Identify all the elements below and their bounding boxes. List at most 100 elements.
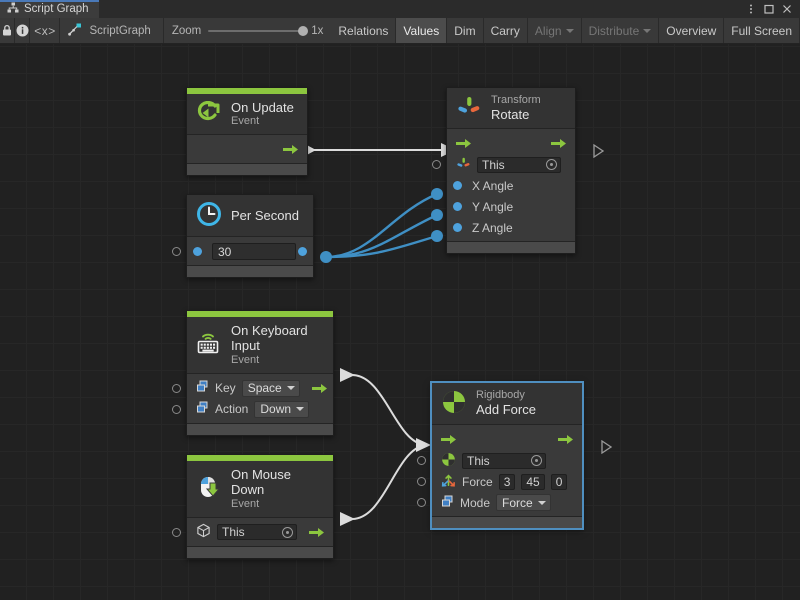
object-picker-icon[interactable] [546, 159, 557, 171]
target-row: This [417, 450, 582, 471]
mode-dropdown[interactable]: Force [496, 494, 551, 511]
force-z-field[interactable]: 0 [550, 473, 568, 490]
flow-output-port[interactable] [283, 144, 298, 155]
node-per-second[interactable]: Per Second 30 [172, 194, 314, 278]
mode-input-port[interactable] [417, 498, 426, 507]
align-button[interactable]: Align [528, 18, 582, 43]
fullscreen-button[interactable]: Full Screen [724, 18, 800, 43]
x-angle-input-port[interactable] [453, 181, 462, 191]
input-port[interactable] [172, 247, 181, 256]
node-title: Rotate [491, 106, 530, 122]
carry-button[interactable]: Carry [484, 18, 528, 43]
target-object-value: This [467, 453, 490, 468]
node-footer [187, 265, 313, 277]
node-header: On Mouse Down Event [187, 461, 333, 518]
x-angle-row: X Angle [447, 175, 575, 196]
target-input-port[interactable] [172, 527, 181, 537]
node-footer [432, 516, 582, 528]
transform-icon [456, 156, 471, 174]
scriptgraph-icon [68, 23, 82, 39]
node-title: On Mouse Down [231, 467, 291, 498]
node-body: This Force 3 45 [417, 425, 613, 516]
node-header: On Update Event [187, 94, 307, 136]
target-object-field[interactable]: This [462, 452, 546, 469]
graph-canvas[interactable]: On Update Event [0, 44, 800, 600]
node-on-update[interactable]: On Update Event [186, 87, 308, 177]
y-angle-input-port[interactable] [453, 202, 462, 212]
align-button-label: Align [534, 23, 562, 38]
action-dropdown[interactable]: Down [254, 400, 310, 418]
graph-toolbar: <x> ScriptGraph Zoom 1x Relations Values [0, 18, 800, 44]
edge-target-dot [431, 230, 443, 242]
zoom-slider-handle[interactable] [298, 25, 309, 36]
target-input-port[interactable] [417, 456, 426, 465]
edge-mousedown-to-addforce [340, 444, 426, 526]
tab-script-graph[interactable]: Script Graph [0, 0, 99, 18]
lock-icon[interactable] [0, 18, 16, 43]
dim-button[interactable]: Dim [447, 18, 484, 43]
node-header: Transform Rotate [447, 88, 575, 130]
force-y-field[interactable]: 45 [521, 473, 545, 490]
chevron-down-icon [565, 28, 574, 33]
key-input-port[interactable] [172, 383, 181, 393]
node-footer [187, 163, 307, 176]
mouse-down-icon [196, 475, 222, 502]
object-picker-icon[interactable] [282, 526, 293, 538]
action-label: Action [215, 402, 249, 417]
action-input-port[interactable] [172, 404, 181, 414]
flow-output-port[interactable] [309, 527, 324, 538]
flow-output-unconnected-icon [591, 433, 613, 455]
node-title: On Keyboard Input [231, 323, 308, 354]
zoom-slider[interactable] [208, 25, 309, 36]
flow-output-port[interactable] [558, 434, 573, 445]
close-icon[interactable] [778, 0, 796, 18]
target-object-field[interactable]: This [217, 524, 297, 541]
target-row: This [432, 154, 575, 175]
chevron-down-icon [286, 386, 295, 391]
graph-breadcrumb[interactable]: ScriptGraph [60, 18, 164, 43]
enum-icon [196, 401, 209, 417]
per-second-value-field[interactable]: 30 [212, 243, 296, 260]
gameobject-icon [196, 523, 211, 541]
maximize-icon[interactable] [760, 0, 778, 18]
flow-input-port[interactable] [456, 138, 471, 149]
distribute-button-label: Distribute [588, 23, 640, 38]
value-row: 30 [172, 241, 313, 262]
node-on-mouse-down[interactable]: On Mouse Down Event This [172, 454, 334, 559]
kebab-menu-icon[interactable] [742, 0, 760, 18]
node-title: Add Force [476, 402, 536, 418]
force-input-port[interactable] [417, 477, 426, 486]
z-angle-input-port[interactable] [453, 223, 462, 233]
target-object-field[interactable]: This [477, 156, 561, 173]
overview-button[interactable]: Overview [659, 18, 725, 43]
values-button[interactable]: Values [396, 18, 448, 43]
info-icon[interactable] [15, 18, 31, 43]
value-output-port[interactable] [298, 247, 307, 256]
enum-icon [441, 495, 454, 511]
key-dropdown[interactable]: Space [241, 379, 300, 397]
relations-button[interactable]: Relations [331, 18, 397, 43]
rigidbody-icon [441, 452, 456, 470]
action-row: Action Down [172, 399, 333, 420]
object-picker-icon[interactable] [531, 455, 542, 466]
flow-output-port[interactable] [551, 138, 566, 149]
node-titles: Per Second [231, 208, 299, 223]
flow-input-port[interactable] [441, 434, 456, 445]
x-angle-label: X Angle [472, 178, 514, 193]
node-titles: On Keyboard Input Event [231, 323, 323, 367]
distribute-button[interactable]: Distribute [582, 18, 660, 43]
on-update-icon [196, 100, 222, 128]
node-subtitle: Rigidbody [476, 389, 525, 402]
target-input-port[interactable] [432, 160, 441, 170]
node-transform-rotate[interactable]: Transform Rotate [432, 87, 605, 255]
value-input-port[interactable] [193, 247, 202, 256]
chevron-down-icon [643, 28, 652, 33]
node-body: 30 [172, 237, 313, 265]
force-x-field[interactable]: 3 [498, 473, 516, 490]
node-rigidbody-add-force[interactable]: Rigidbody Add Force [417, 382, 613, 529]
code-view-button[interactable]: <x> [30, 18, 61, 43]
zoom-label: Zoom [171, 24, 202, 37]
flow-output-port[interactable] [311, 383, 327, 394]
node-on-keyboard-input[interactable]: On Keyboard Input Event Key Space [172, 310, 334, 436]
edge-keyboard-to-addforce [340, 368, 426, 446]
